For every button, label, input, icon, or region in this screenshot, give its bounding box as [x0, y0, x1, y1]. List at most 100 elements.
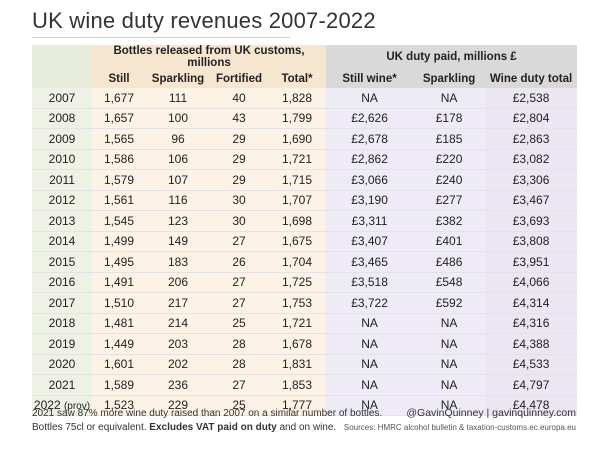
still-duty-cell: £3,465	[326, 251, 414, 273]
total-bottles-cell: 1,721	[268, 313, 327, 334]
sparkling-bottles-cell: 203	[146, 333, 210, 355]
wine-duty-total-cell: £2,804	[485, 108, 578, 129]
still-bottles-cell: 1,499	[92, 231, 146, 252]
sparkling-duty-cell: £486	[413, 251, 486, 273]
still-bottles-cell: 1,601	[92, 354, 146, 375]
still-bottles-cell: 1,565	[92, 128, 146, 150]
fortified-bottles-cell: 29	[210, 169, 268, 191]
total-bottles-cell: 1,698	[268, 210, 327, 232]
total-bottles-cell: 1,799	[268, 108, 327, 129]
sparkling-duty-cell: NA	[413, 374, 486, 396]
wine-duty-total-cell: £3,082	[485, 149, 578, 170]
fortified-bottles-cell: 27	[210, 374, 268, 396]
duty-group-header: UK duty paid, millions £	[326, 45, 578, 69]
year-cell: 2015	[32, 251, 92, 273]
table-row: 2010 1,586 106 29 1,721 £2,862 £220 £3,082	[32, 149, 578, 170]
still-duty-cell: NA	[326, 374, 414, 396]
table-row: 2013 1,545 123 30 1,698 £3,311 £382 £3,693	[32, 210, 578, 232]
still-duty-cell: £3,518	[326, 272, 414, 293]
year-header-cell	[32, 45, 92, 88]
total-bottles-cell: 1,853	[268, 374, 327, 396]
table-row: 2022 (prov) 1,523 229 25 1,777 NA NA £4,478	[32, 395, 578, 416]
still-duty-cell: £3,722	[326, 292, 414, 314]
sparkling-duty-cell: £548	[413, 272, 486, 293]
wine-duty-total-cell: £4,316	[485, 313, 578, 334]
fortified-bottles-cell: 26	[210, 251, 268, 273]
table-row: 2020 1,601 202 28 1,831 NA NA £4,533	[32, 354, 578, 375]
year-cell: 2018	[32, 313, 92, 334]
wine-duty-total-cell: £4,066	[485, 272, 578, 293]
sparkling-duty-cell: £401	[413, 231, 486, 252]
footnote-end: and on wine.	[279, 422, 337, 433]
still-bottles-cell: 1,495	[92, 251, 146, 273]
wine-duty-total-cell: £4,797	[485, 374, 578, 396]
footnote-line-1: 2021 saw 87% more wine duty raised than …	[32, 408, 383, 419]
table-row: 2008 1,657 100 43 1,799 £2,626 £178 £2,804	[32, 108, 578, 129]
group-header-row: Bottles released from UK customs, millio…	[32, 45, 578, 88]
column-header-row: Still Sparkling Fortified Total* Still w…	[32, 69, 578, 88]
total-bottles-cell: 1,675	[268, 231, 327, 252]
footnote-line-2: Bottles 75cl or equivalent. Excludes VAT…	[32, 421, 392, 435]
sparkling-bottles-cell: 149	[146, 231, 210, 252]
total-bottles-cell: 1,690	[268, 128, 327, 150]
sparkling-bottles-cell: 236	[146, 374, 210, 396]
sparkling-duty-cell: NA	[413, 395, 486, 416]
wine-duty-total-cell: £2,538	[485, 88, 578, 109]
sparkling-duty-cell: NA	[413, 88, 486, 109]
fortified-bottles-cell: 25	[210, 313, 268, 334]
total-bottles-cell: 1,715	[268, 169, 327, 191]
table-row: 2016 1,491 206 27 1,725 £3,518 £548 £4,066	[32, 272, 578, 293]
fortified-bottles-cell: 27	[210, 231, 268, 252]
year-cell: 2014	[32, 231, 92, 252]
sparkling-duty-cell: £220	[413, 149, 486, 170]
col-header-still-wine-duty: Still wine*	[326, 69, 414, 88]
page-title: UK wine duty revenues 2007-2022	[32, 8, 376, 33]
wine-duty-total-cell: £4,314	[485, 292, 578, 314]
sparkling-bottles-cell: 116	[146, 190, 210, 211]
sparkling-duty-cell: £382	[413, 210, 486, 232]
total-bottles-cell: 1,725	[268, 272, 327, 293]
still-bottles-cell: 1,657	[92, 108, 146, 129]
sparkling-bottles-cell: 229	[146, 395, 210, 416]
wine-duty-total-cell: £2,863	[485, 128, 578, 150]
fortified-bottles-cell: 29	[210, 128, 268, 150]
still-bottles-cell: 1,589	[92, 374, 146, 396]
wine-duty-total-cell: £3,306	[485, 169, 578, 191]
still-bottles-cell: 1,449	[92, 333, 146, 355]
sparkling-bottles-cell: 96	[146, 128, 210, 150]
wine-duty-total-cell: £4,478	[485, 395, 578, 416]
table-row: 2007 1,677 111 40 1,828 NA NA £2,538	[32, 88, 578, 109]
table-row: 2012 1,561 116 30 1,707 £3,190 £277 £3,467	[32, 190, 578, 211]
total-bottles-cell: 1,828	[268, 88, 327, 109]
fortified-bottles-cell: 30	[210, 190, 268, 211]
wine-duty-total-cell: £3,808	[485, 231, 578, 252]
sparkling-bottles-cell: 214	[146, 313, 210, 334]
sparkling-duty-cell: £592	[413, 292, 486, 314]
still-bottles-cell: 1,579	[92, 169, 146, 191]
sparkling-bottles-cell: 202	[146, 354, 210, 375]
footnote: 2021 saw 87% more wine duty raised than …	[32, 407, 392, 435]
col-header-total: Total*	[268, 69, 327, 88]
still-duty-cell: £2,862	[326, 149, 414, 170]
table-row: 2009 1,565 96 29 1,690 £2,678 £185 £2,863	[32, 128, 578, 150]
wine-duty-total-cell: £3,693	[485, 210, 578, 232]
year-cell: 2009	[32, 128, 92, 150]
still-duty-cell: £3,190	[326, 190, 414, 211]
table-body: 2007 1,677 111 40 1,828 NA NA £2,538 2008 1,657 10…	[32, 88, 578, 416]
wine-duty-total-cell: £3,951	[485, 251, 578, 273]
sparkling-duty-cell: £277	[413, 190, 486, 211]
still-duty-cell: £2,626	[326, 108, 414, 129]
fortified-bottles-cell: 27	[210, 272, 268, 293]
sparkling-bottles-cell: 183	[146, 251, 210, 273]
sparkling-duty-cell: £185	[413, 128, 486, 150]
still-duty-cell: £3,311	[326, 210, 414, 232]
sparkling-bottles-cell: 217	[146, 292, 210, 314]
still-duty-cell: NA	[326, 395, 414, 416]
fortified-bottles-cell: 29	[210, 149, 268, 170]
year-cell: 2011	[32, 169, 92, 191]
year-cell: 2017	[32, 292, 92, 314]
col-header-still: Still	[92, 69, 146, 88]
sources-line: Sources: HMRC alcohol bulletin & taxatio…	[343, 423, 576, 432]
table-row: 2021 1,589 236 27 1,853 NA NA £4,797	[32, 374, 578, 396]
